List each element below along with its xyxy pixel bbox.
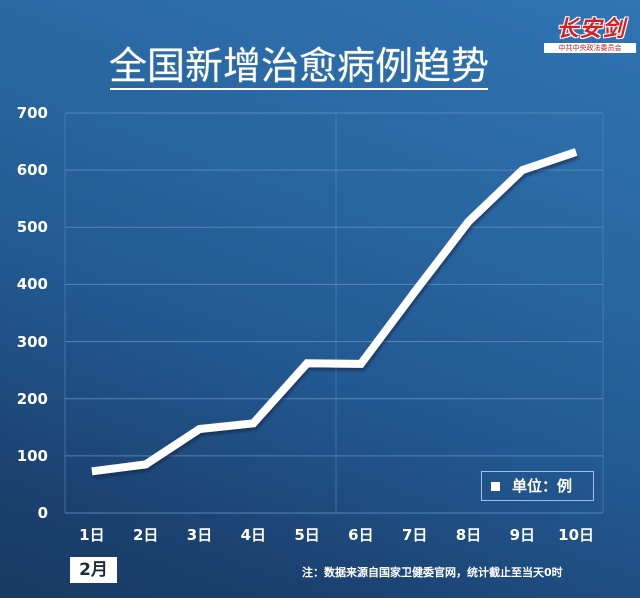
x-tick-label: 8日 bbox=[455, 526, 482, 544]
x-tick-label: 10日 bbox=[558, 526, 595, 544]
legend-label: 单位：例 bbox=[512, 477, 573, 495]
y-tick-label: 500 bbox=[16, 218, 48, 237]
chart-title: 全国新增治愈病例趋势 bbox=[108, 44, 489, 88]
y-tick-label: 0 bbox=[37, 504, 48, 522]
series-line bbox=[91, 148, 578, 476]
y-tick-label: 100 bbox=[16, 446, 48, 465]
source-footnote: 注：数据来源自国家卫健委官网，统计截止至当天0时 bbox=[302, 566, 563, 579]
data-series bbox=[91, 148, 578, 476]
x-tick-label: 9日 bbox=[509, 526, 536, 544]
chart-legend: 单位：例 bbox=[481, 471, 594, 501]
x-tick-label: 1日 bbox=[79, 526, 105, 544]
logo-text: 长安剑 bbox=[556, 16, 626, 42]
x-tick-label: 5日 bbox=[294, 526, 320, 544]
y-tick-label: 200 bbox=[16, 389, 48, 408]
legend-square-icon bbox=[491, 481, 500, 491]
y-tick-label: 600 bbox=[16, 161, 48, 180]
month-label: 2月 bbox=[70, 557, 117, 583]
x-tick-label: 7日 bbox=[401, 526, 428, 544]
x-tick-label: 6日 bbox=[348, 526, 374, 544]
x-tick-label: 2日 bbox=[132, 526, 159, 544]
brand-logo: 长安剑 中共中央政法委员会 bbox=[544, 16, 636, 56]
logo-subtitle: 中共中央政法委员会 bbox=[544, 43, 636, 53]
x-tick-label: 3日 bbox=[186, 526, 213, 544]
y-tick-label: 300 bbox=[16, 332, 48, 351]
y-tick-label: 700 bbox=[16, 104, 48, 122]
y-tick-label: 400 bbox=[16, 275, 48, 294]
title-underline bbox=[110, 88, 488, 90]
x-tick-label: 4日 bbox=[240, 526, 267, 544]
